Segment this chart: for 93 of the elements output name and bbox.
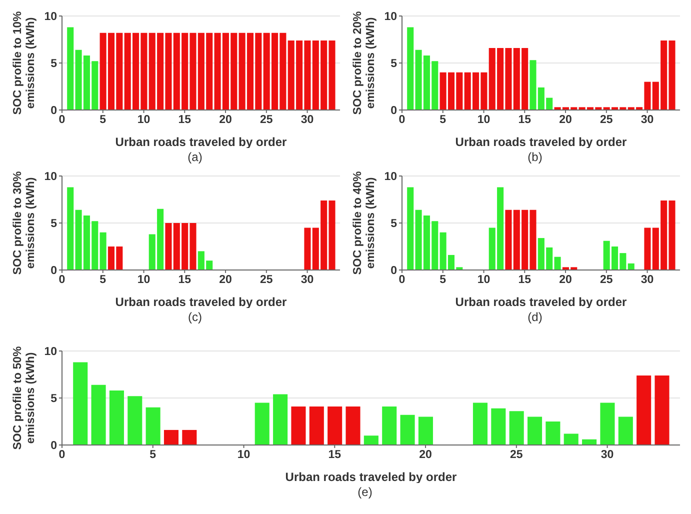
- x-tick-label: 25: [600, 274, 614, 286]
- bar: [618, 416, 633, 445]
- y-axis-title: SOC profile to 20% emissions (kWh): [352, 10, 378, 117]
- y-axis-title: SOC profile to 40% emissions (kWh): [352, 170, 378, 277]
- y-tick-label: 5: [50, 218, 58, 230]
- bar: [91, 384, 106, 445]
- bar: [600, 402, 615, 445]
- x-tick-label: 30: [600, 449, 614, 462]
- bar: [73, 362, 88, 445]
- x-tick-label: 10: [137, 274, 150, 286]
- bar: [382, 406, 397, 445]
- bar: [472, 402, 488, 445]
- y-tick-label: 0: [50, 440, 57, 452]
- bar: [309, 406, 324, 445]
- y-tick-label: 0: [50, 105, 57, 118]
- x-tick-label: 25: [600, 114, 614, 126]
- x-tick-label: 25: [260, 114, 274, 126]
- y-tick-label: 5: [50, 393, 58, 406]
- bar: [407, 187, 414, 270]
- bar: [146, 407, 160, 445]
- bar: [528, 416, 542, 445]
- x-tick-label: 5: [440, 114, 447, 126]
- x-tick-label: 5: [100, 274, 107, 286]
- bar: [346, 406, 360, 445]
- bar: [505, 210, 512, 270]
- y-tick-label: 0: [50, 265, 57, 278]
- text: (e): [356, 485, 374, 499]
- y-tick-label: 10: [44, 346, 57, 358]
- bar: [400, 414, 415, 445]
- y-tick-label: 0: [390, 265, 397, 278]
- text: (a): [186, 150, 204, 164]
- text: (b): [526, 150, 544, 164]
- x-tick-label: 20: [559, 274, 572, 286]
- bar: [164, 430, 179, 445]
- bar: [554, 256, 561, 270]
- y-tick-label: 10: [44, 11, 57, 24]
- x-tick-label: 20: [419, 449, 432, 462]
- bar: [636, 375, 652, 445]
- x-tick-label: 30: [640, 274, 654, 286]
- y-axis-title: SOC profile to 10% emissions (kWh): [12, 10, 38, 117]
- bar: [100, 232, 106, 270]
- y-tick-label: 10: [384, 11, 397, 24]
- bar: [291, 406, 306, 445]
- bar: [509, 411, 524, 445]
- bar: [165, 223, 172, 270]
- x-tick-label: 10: [237, 449, 250, 462]
- x-tick-label: 20: [219, 274, 232, 286]
- x-tick-label: 15: [178, 114, 192, 126]
- bar: [182, 430, 197, 445]
- x-tick-label: 15: [328, 449, 342, 462]
- y-tick-label: 0: [390, 105, 397, 118]
- bar: [67, 27, 74, 110]
- bar: [644, 228, 651, 270]
- bar: [654, 375, 670, 445]
- x-tick-label: 25: [260, 274, 274, 286]
- x-tick-label: 30: [300, 114, 314, 126]
- x-tick-label: 10: [477, 114, 490, 126]
- bar: [109, 390, 124, 445]
- y-tick-label: 5: [390, 58, 398, 70]
- x-tick-label: 10: [137, 114, 150, 126]
- text: (c): [187, 310, 203, 324]
- bar: [128, 396, 142, 445]
- x-tick-label: 5: [440, 274, 447, 286]
- x-tick-label: 15: [518, 274, 532, 286]
- bar: [407, 27, 414, 110]
- y-axis-title: SOC profile to 50% emissions (kWh): [12, 345, 38, 452]
- x-tick-label: 20: [219, 114, 232, 126]
- x-tick-label: 5: [150, 449, 157, 462]
- x-tick-label: 10: [477, 274, 490, 286]
- bar: [254, 402, 270, 445]
- bar: [418, 416, 433, 445]
- x-tick-label: 5: [100, 114, 107, 126]
- bar: [328, 406, 342, 445]
- bar: [564, 434, 578, 445]
- y-tick-label: 10: [44, 171, 57, 184]
- y-tick-label: 10: [384, 171, 397, 184]
- bar: [273, 394, 288, 445]
- y-tick-label: 5: [50, 58, 58, 70]
- x-tick-label: 30: [300, 274, 314, 286]
- text: (d): [526, 310, 544, 324]
- x-tick-label: 30: [640, 114, 654, 126]
- bar: [491, 408, 506, 445]
- x-tick-label: 15: [518, 114, 532, 126]
- x-tick-label: 20: [559, 114, 572, 126]
- bar: [364, 436, 378, 445]
- x-tick-label: 15: [178, 274, 192, 286]
- bar: [304, 228, 311, 270]
- bar: [67, 187, 74, 270]
- x-tick-label: 25: [510, 449, 524, 462]
- bar: [546, 422, 560, 445]
- y-tick-label: 5: [390, 218, 398, 230]
- bar: [628, 263, 634, 270]
- y-axis-title: SOC profile to 30% emissions (kWh): [12, 170, 38, 277]
